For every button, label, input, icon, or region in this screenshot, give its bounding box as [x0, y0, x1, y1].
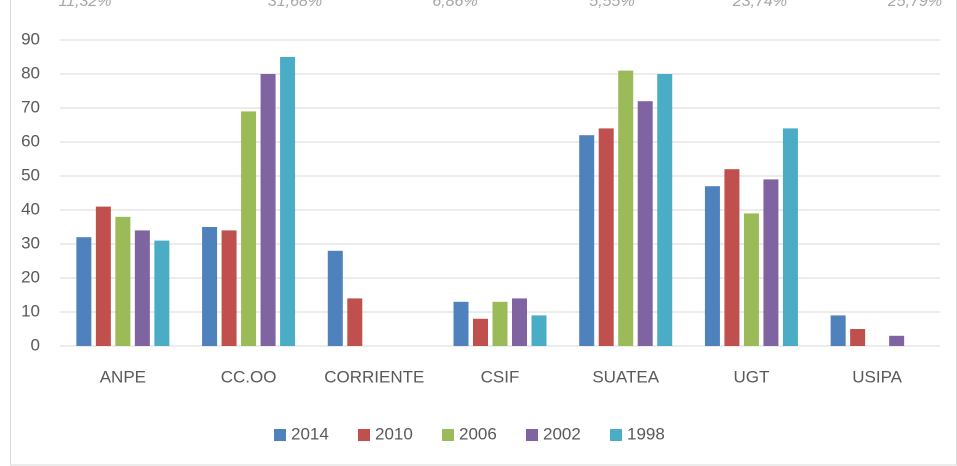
y-tick-label: 70 — [21, 97, 40, 116]
bar — [453, 301, 469, 346]
bar — [724, 169, 740, 346]
bar — [637, 101, 653, 346]
y-tick-label: 80 — [21, 63, 40, 82]
x-tick-label: CORRIENTE — [324, 367, 424, 386]
legend-label: 2010 — [375, 424, 413, 443]
bar — [473, 318, 488, 346]
bar — [704, 186, 720, 346]
x-tick-label: USIPA — [852, 367, 902, 386]
x-tick-label: CC.OO — [221, 367, 277, 386]
y-tick-label: 30 — [21, 233, 40, 252]
legend-label: 1998 — [627, 424, 665, 443]
legend-label: 2002 — [543, 424, 581, 443]
bar — [782, 128, 798, 346]
y-tick-label: 40 — [21, 199, 40, 218]
bar — [154, 240, 170, 346]
bar — [830, 315, 846, 346]
y-tick-label: 10 — [21, 301, 40, 320]
bar — [598, 128, 614, 346]
legend-swatch — [442, 429, 454, 441]
y-tick-label: 20 — [21, 267, 40, 286]
bar — [579, 135, 595, 346]
y-tick-label: 0 — [31, 335, 40, 354]
bar — [531, 315, 547, 346]
legend-swatch — [526, 429, 538, 441]
bar — [95, 206, 111, 346]
bar — [327, 250, 343, 346]
bar — [512, 298, 527, 346]
bar — [763, 179, 779, 346]
legend-label: 2006 — [459, 424, 497, 443]
legend-swatch — [610, 429, 622, 441]
bar — [657, 74, 673, 346]
bar — [241, 111, 257, 347]
x-tick-label: ANPE — [100, 367, 146, 386]
x-tick-label: SUATEA — [592, 367, 659, 386]
bar — [889, 335, 905, 346]
annotation: 31,68% — [268, 0, 322, 10]
bar — [280, 57, 296, 346]
annotation: 25,79% — [887, 0, 942, 10]
bar — [492, 301, 508, 346]
annotation: 23,74% — [732, 0, 787, 10]
x-tick-label: CSIF — [481, 367, 520, 386]
bar — [202, 227, 218, 346]
legend-swatch — [358, 429, 370, 441]
bar — [347, 298, 363, 346]
annotation: 5,55% — [589, 0, 634, 10]
bar — [260, 74, 276, 346]
bar — [743, 213, 759, 346]
chart-frame — [10, 0, 957, 466]
bar — [134, 230, 150, 346]
legend-swatch — [274, 429, 286, 441]
y-tick-label: 90 — [21, 29, 40, 48]
bar — [618, 70, 634, 346]
bar — [76, 237, 92, 346]
y-tick-label: 50 — [21, 165, 40, 184]
y-tick-label: 60 — [21, 131, 40, 150]
bar — [115, 216, 131, 346]
legend-label: 2014 — [291, 424, 329, 443]
annotation: 11,32% — [58, 0, 111, 10]
x-tick-label: UGT — [733, 367, 769, 386]
bar — [850, 329, 866, 346]
annotation: 6,86% — [432, 0, 477, 10]
bar — [221, 230, 237, 346]
